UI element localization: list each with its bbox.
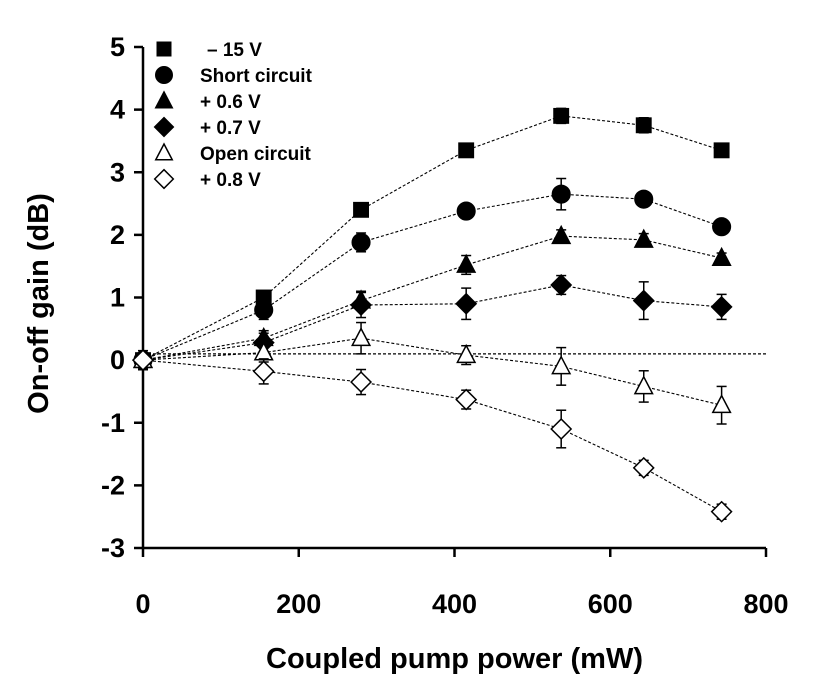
data-point (350, 371, 373, 394)
y-tick-label: 2 (110, 220, 125, 250)
series-line (142, 193, 722, 361)
x-tick-label: 800 (743, 589, 788, 619)
data-point (458, 142, 475, 159)
data-point (711, 393, 732, 414)
legend-label: + 0.8 V (200, 170, 261, 191)
data-point (710, 500, 733, 523)
y-tick-label: 3 (110, 157, 125, 187)
data-point (456, 201, 476, 221)
y-tick-label: -3 (101, 533, 125, 563)
legend: – 15 V Short circuit + 0.6 V + 0.7 V Open ci… (153, 40, 313, 191)
data-point (455, 292, 478, 315)
series-line (142, 337, 722, 406)
data-point (711, 246, 732, 266)
x-tick-label: 200 (276, 589, 321, 619)
data-point (550, 418, 573, 440)
x-tick-label: 600 (588, 589, 633, 619)
legend-label: Short circuit (200, 66, 313, 87)
data-point (634, 189, 654, 209)
legend-marker (156, 41, 172, 57)
legend-marker (154, 90, 174, 109)
data-point (710, 295, 733, 318)
y-tick-label: 5 (110, 32, 125, 62)
y-tick-label: -2 (101, 470, 125, 500)
data-point (550, 273, 573, 296)
data-point (456, 253, 477, 273)
data-point (351, 326, 372, 347)
series-5 (132, 349, 733, 523)
series-4 (132, 321, 732, 425)
data-point (456, 343, 477, 364)
data-point (254, 300, 274, 320)
series-line (142, 284, 722, 361)
legend-marker (154, 142, 174, 161)
data-point (632, 289, 655, 312)
y-tick-label: 1 (110, 283, 125, 313)
data-point (551, 355, 572, 375)
legend-label: – 15 V (207, 40, 262, 61)
data-point (350, 294, 373, 316)
legend-label: + 0.7 V (200, 118, 261, 139)
x-axis-title: Coupled pump power (mW) (266, 643, 643, 675)
y-axis-title: On-off gain (dB) (23, 193, 55, 414)
legend-label: Open circuit (200, 144, 312, 165)
y-tick-label: 4 (110, 95, 125, 125)
y-tick-label: -1 (101, 408, 125, 438)
data-point (632, 456, 655, 479)
data-point (351, 232, 371, 252)
legend-marker (155, 66, 173, 84)
y-tick-label: 0 (110, 345, 125, 375)
x-tick-label: 0 (135, 589, 150, 619)
series-3 (132, 273, 733, 372)
data-point (132, 349, 154, 372)
series-line (142, 359, 722, 513)
legend-marker (153, 116, 175, 138)
data-point (633, 228, 654, 248)
data-point (635, 117, 652, 134)
x-tick-label: 400 (432, 589, 477, 619)
data-point (551, 184, 571, 204)
data-point (455, 388, 478, 411)
series-line (142, 235, 722, 361)
data-point (553, 107, 570, 124)
data-point (551, 224, 572, 245)
legend-label: + 0.6 V (200, 92, 261, 113)
data-point (353, 201, 370, 218)
data-point (713, 142, 730, 159)
series-1 (133, 177, 732, 371)
legend-marker (153, 168, 175, 190)
data-point (252, 360, 275, 383)
data-point (633, 375, 654, 395)
data-point (712, 217, 732, 237)
